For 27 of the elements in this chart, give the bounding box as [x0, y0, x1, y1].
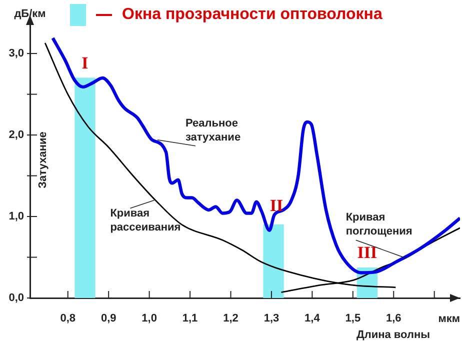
annotation: II — [270, 196, 284, 216]
x-tick-label: 1,5 — [345, 312, 361, 325]
x-tick-label: 1,4 — [304, 312, 321, 325]
annotation: Кривая поглощения — [346, 212, 412, 238]
x-tick-label: 1,2 — [223, 312, 238, 325]
x-tick-label: 1,3 — [264, 312, 280, 325]
y-tick-label: 2,0 — [8, 129, 24, 142]
annotation: Реальное затухание — [185, 117, 241, 144]
text: Окна прозрачности оптоволокна — [122, 6, 382, 24]
x-tick-label: 0,8 — [60, 312, 76, 325]
x-axis-title: Длина волны — [356, 329, 430, 341]
bar — [263, 224, 284, 298]
x-tick-label: 0,9 — [100, 312, 116, 325]
text: дБ/км — [14, 8, 46, 20]
x-tick-label: 1,6 — [386, 312, 402, 325]
annotation: III — [357, 243, 378, 262]
x-tick-label: 1,1 — [182, 312, 198, 325]
annotation: I — [82, 53, 89, 72]
bar — [74, 78, 96, 298]
x-tick-label: 1,0 — [142, 312, 157, 325]
y-tick-label: 3,0 — [8, 48, 24, 60]
annotation: Кривая рассеивания — [110, 208, 181, 234]
y-tick-label: 1,0 — [8, 210, 24, 223]
y-axis-title: Затухание — [37, 132, 49, 188]
line-series — [51, 36, 460, 274]
y-tick-label: 0,0 — [8, 292, 24, 304]
text: мкм — [438, 313, 460, 325]
